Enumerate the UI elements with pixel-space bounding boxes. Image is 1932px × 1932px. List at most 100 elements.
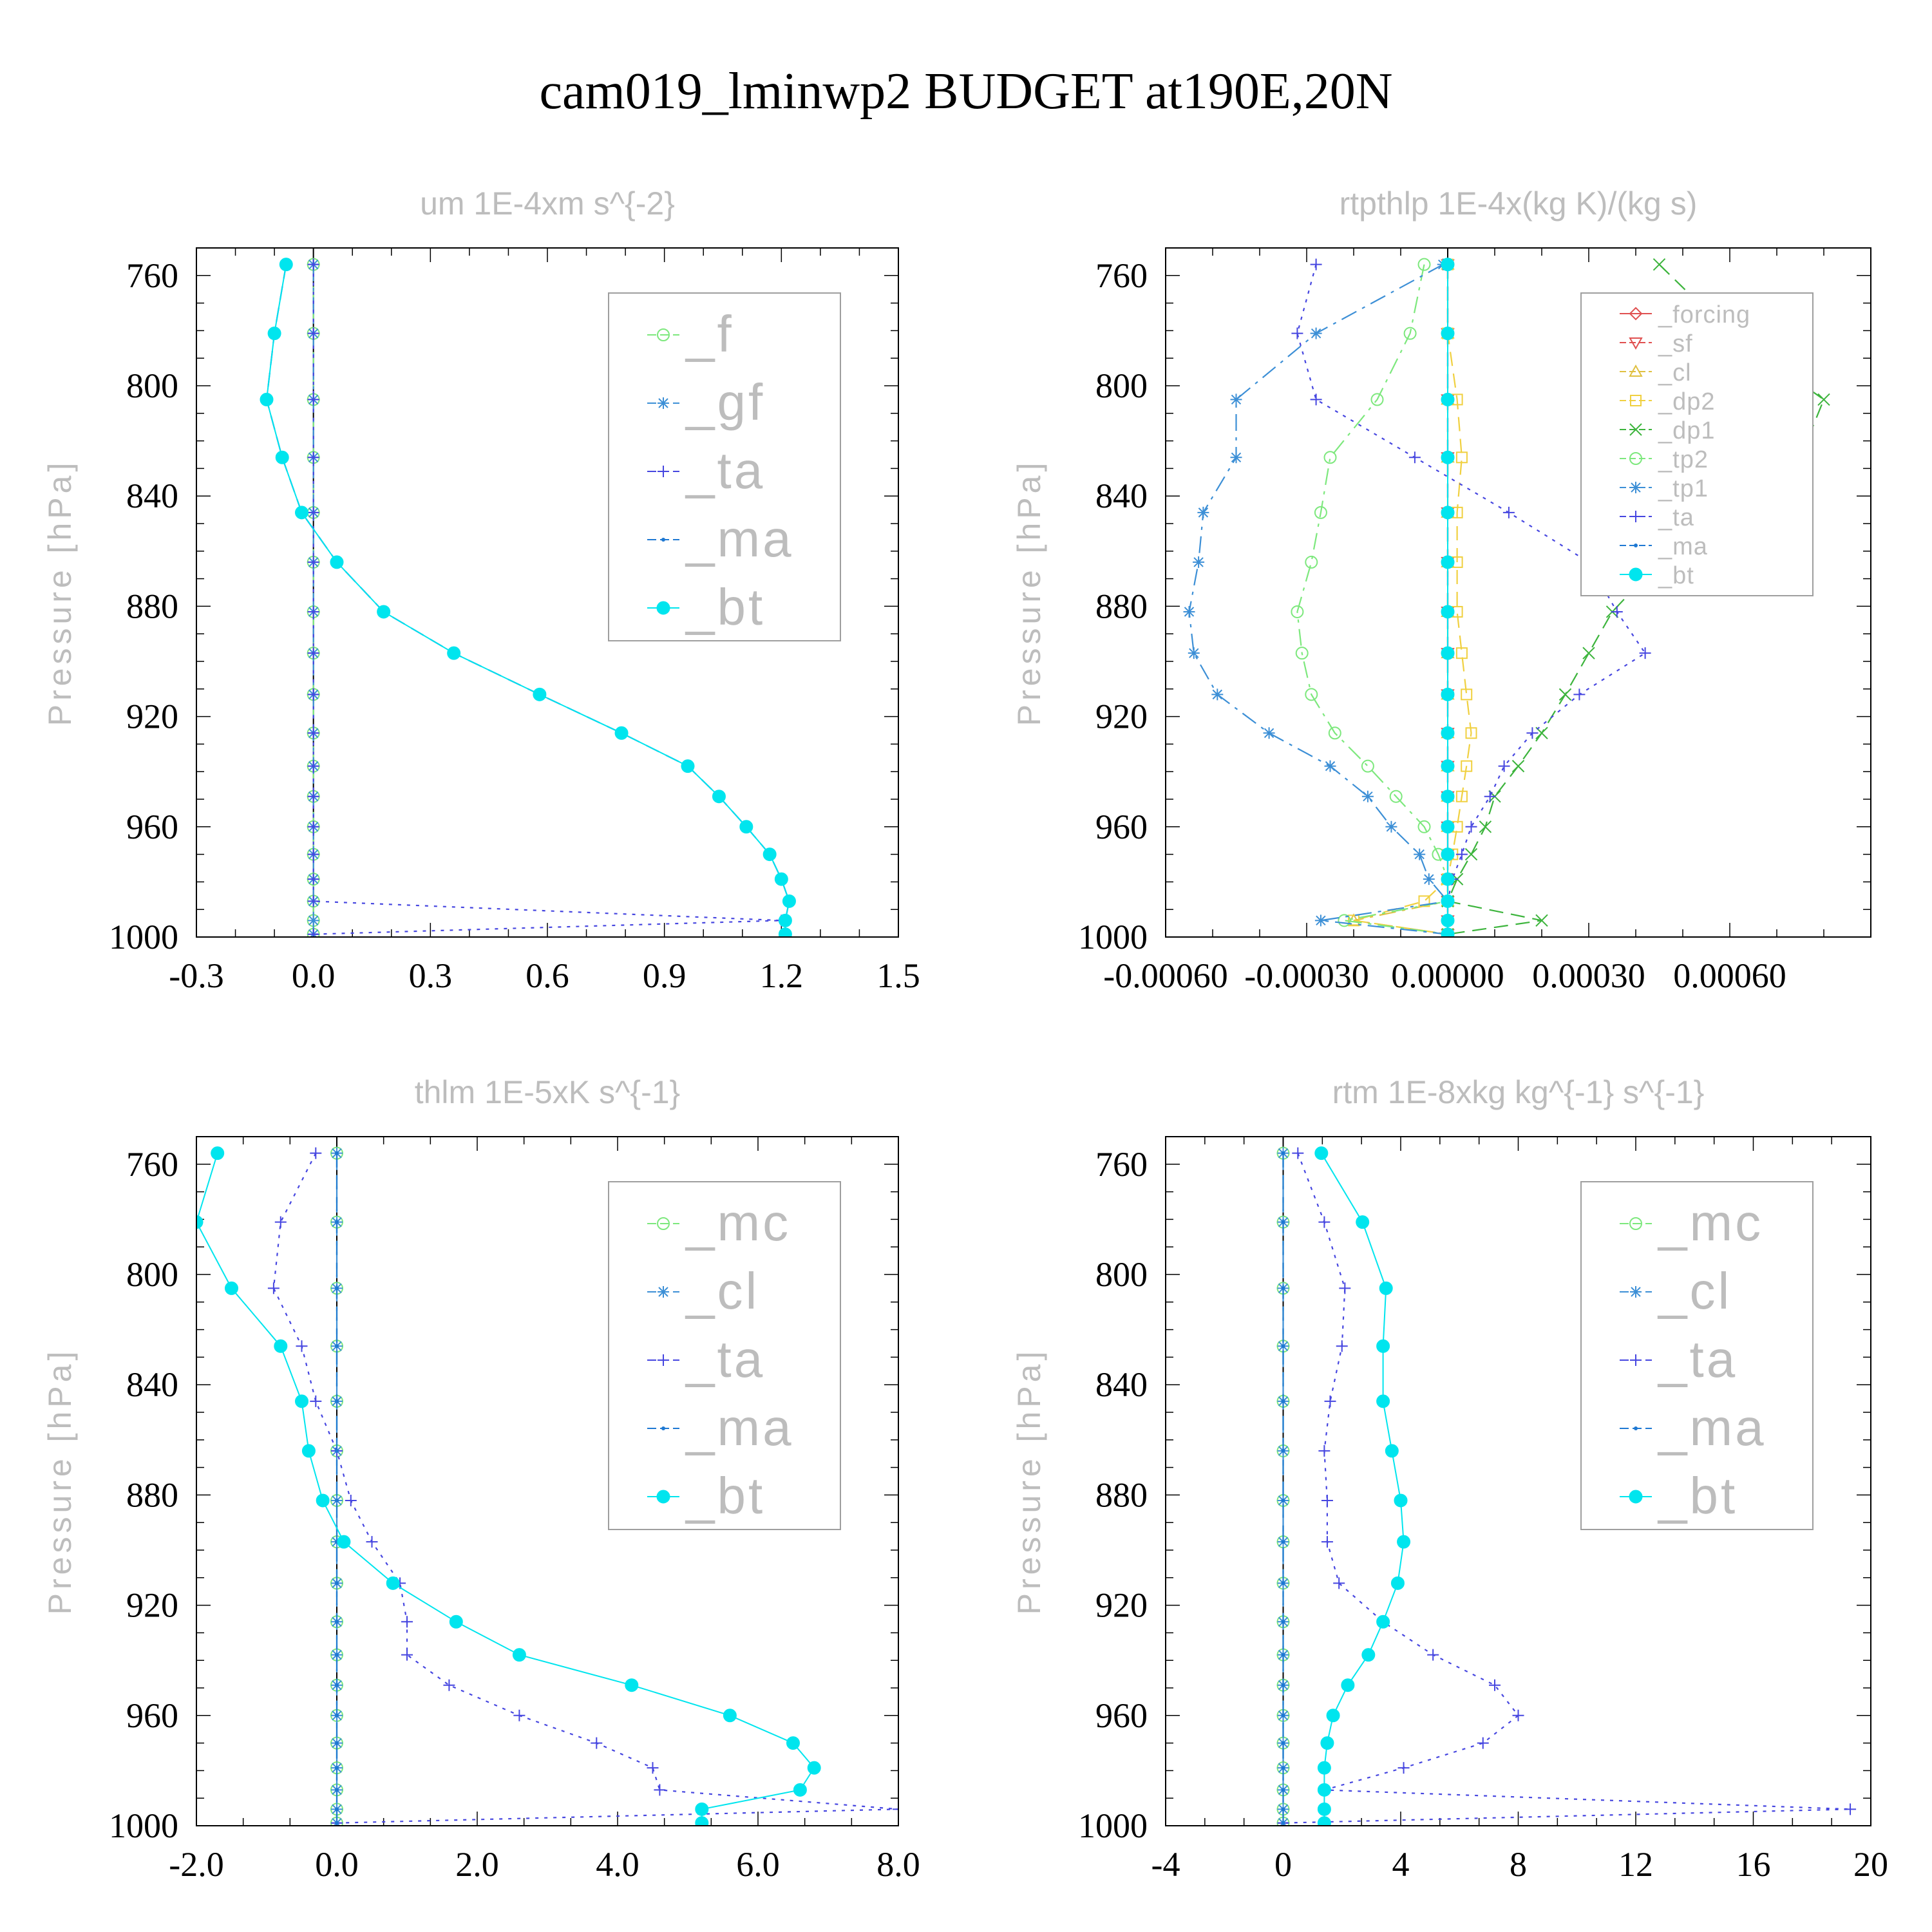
data-point [893, 1803, 898, 1815]
series-line [1283, 1153, 1851, 1824]
data-point [279, 258, 293, 272]
data-point [1397, 1762, 1410, 1774]
data-point [260, 392, 274, 406]
legend-item: _mc [1620, 1194, 1761, 1251]
data-point [1281, 1683, 1285, 1687]
data-point [377, 605, 391, 619]
data-point [1321, 1494, 1333, 1506]
series-bt [196, 1146, 821, 1826]
legend-label: _f [685, 305, 734, 363]
y-tick-label: 840 [1095, 477, 1148, 515]
data-point [316, 1493, 330, 1508]
data-point [1418, 895, 1430, 907]
y-tick-label: 920 [126, 697, 178, 736]
data-point [335, 1821, 339, 1825]
x-tick-label: 4 [1392, 1845, 1410, 1884]
data-point [307, 327, 319, 339]
data-point [335, 1653, 339, 1657]
data-point [1333, 1577, 1345, 1589]
data-point [1361, 759, 1374, 773]
x-tick-label: -0.3 [169, 956, 223, 995]
data-point [1653, 258, 1666, 271]
legend-label: _cl [1657, 1262, 1732, 1320]
legend-label: _cl [1658, 359, 1692, 386]
plot-area [1276, 1146, 1857, 1826]
legend-item: _tp1 [1620, 475, 1708, 502]
data-point [337, 1535, 351, 1549]
data-point [1183, 605, 1195, 618]
series-bt [260, 258, 796, 937]
y-tick-label: 1000 [1078, 1806, 1148, 1845]
legend-label: _bt [1658, 562, 1694, 589]
x-tick-label: 16 [1736, 1845, 1771, 1884]
data-point [723, 1709, 737, 1723]
data-point [778, 927, 792, 937]
legend-item: _cl [1620, 359, 1692, 386]
data-point [1397, 1535, 1411, 1549]
x-tick-label: 8.0 [876, 1845, 920, 1884]
legend: _f _gf _ta _ma _bt [608, 292, 841, 641]
x-tick-label: 12 [1618, 1845, 1653, 1884]
data-point [1321, 1536, 1333, 1548]
plot-frame [196, 247, 899, 938]
data-point [1338, 914, 1351, 927]
legend-item: _ma [1620, 1399, 1766, 1456]
x-tick-label: 0.6 [526, 956, 569, 995]
legend-item: _dp2 [1620, 388, 1715, 415]
plot-frame [1165, 247, 1871, 938]
series-ta [267, 1147, 898, 1826]
data-point [211, 1146, 225, 1160]
data-point [1317, 1802, 1331, 1816]
legend-marker [657, 328, 670, 341]
data-point [1441, 759, 1455, 773]
data-point [1281, 1540, 1285, 1544]
data-point [1403, 327, 1417, 340]
data-point [307, 506, 319, 518]
x-tick-label: 0.0 [315, 1845, 359, 1884]
data-point [1385, 1444, 1399, 1458]
data-point [274, 1339, 288, 1353]
y-tick-label: 920 [1095, 1586, 1148, 1625]
legend: _mc _cl _ta _ma _bt [1580, 1181, 1814, 1530]
y-tick-label: 960 [126, 1696, 178, 1735]
data-point [310, 1147, 322, 1159]
data-point [335, 1741, 339, 1745]
legend-label: _ta [1658, 504, 1694, 531]
data-point [786, 1736, 800, 1750]
data-point [335, 1713, 339, 1718]
data-point [1558, 688, 1572, 701]
chart-panel-4: rtm 1E-8xkg kg^{-1} s^{-1} Pressure [hPa]… [1011, 1074, 1888, 1884]
x-tick-label: 0.9 [643, 956, 687, 995]
y-tick-label: 1000 [1078, 918, 1148, 956]
data-point [1310, 327, 1322, 339]
data-point [1455, 451, 1468, 464]
y-tick-label: 880 [1095, 587, 1148, 625]
data-point [762, 848, 777, 862]
data-point [1376, 1615, 1390, 1629]
data-point [1455, 848, 1468, 860]
legend-marker [658, 397, 669, 409]
data-point [307, 605, 319, 618]
series-tp2 [1291, 258, 1454, 937]
legend-label: _mc [685, 1194, 791, 1251]
data-point [647, 1762, 659, 1774]
data-point [307, 760, 319, 772]
data-point [1281, 1581, 1285, 1586]
legend-marker [1630, 511, 1642, 522]
series-line [1353, 264, 1472, 935]
legend-item: _bt [1620, 1467, 1735, 1524]
data-point [1310, 393, 1322, 406]
data-point [1281, 1151, 1285, 1155]
legend: _forcing_sf_cl_dp2_dp1_tp2_tp1_ta_ma_bt [1580, 292, 1814, 596]
legend-marker [656, 1490, 670, 1504]
data-point [1314, 1146, 1329, 1160]
data-point [1427, 1649, 1439, 1661]
legend-item: _cl [647, 1262, 757, 1320]
data-point [1441, 848, 1455, 862]
series-line [1188, 263, 1450, 935]
data-point [1317, 1783, 1331, 1797]
data-point [335, 1220, 339, 1224]
legend-label: _ma [1657, 1399, 1766, 1456]
y-axis-label: Pressure [hPa] [1011, 459, 1047, 726]
data-point [1281, 1821, 1285, 1825]
